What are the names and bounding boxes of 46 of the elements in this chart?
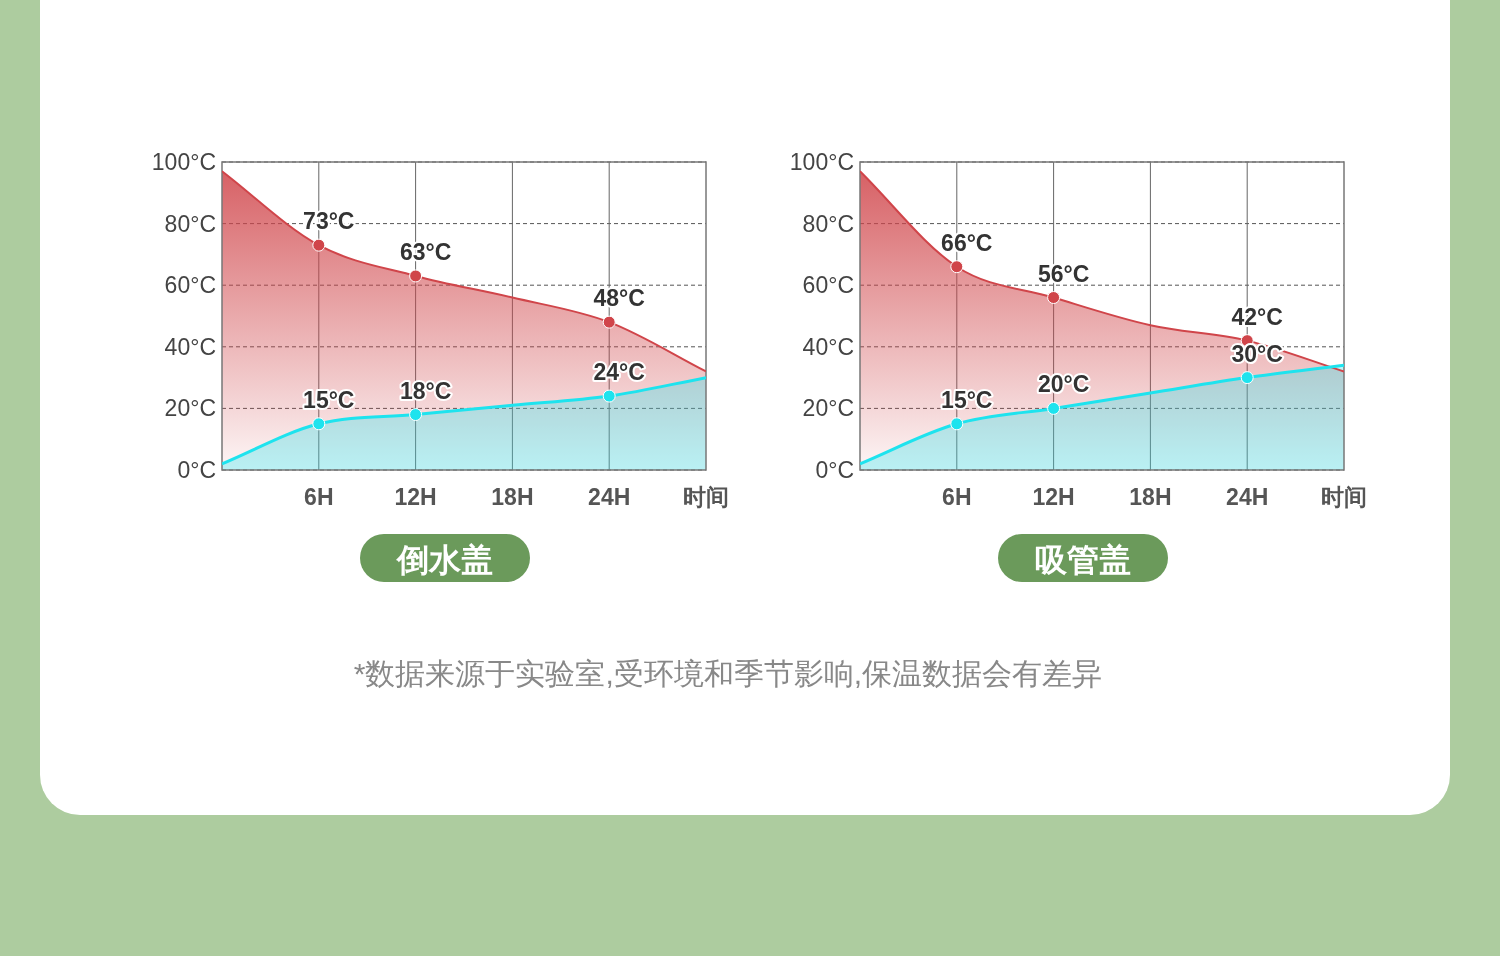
point (1047, 401, 1061, 415)
x-tick-label: 12H (1032, 484, 1075, 510)
data-label: 42°C (1231, 303, 1283, 330)
y-tick-label: 20°C (164, 395, 216, 422)
point (312, 238, 326, 252)
y-tick-label: 60°C (802, 272, 854, 299)
point (602, 315, 616, 329)
data-label: 24°C (593, 359, 645, 386)
x-axis-title: 时间 (1321, 484, 1367, 510)
x-tick-label: 24H (1226, 484, 1269, 510)
data-label: 15°C (303, 386, 355, 413)
y-tick-label: 80°C (164, 210, 216, 237)
y-tick-label: 40°C (802, 333, 854, 360)
data-label: 30°C (1231, 340, 1283, 367)
x-tick-label: 12H (394, 484, 437, 510)
x-tick-label: 6H (304, 484, 334, 510)
data-label: 20°C (1037, 371, 1090, 398)
x-tick-label: 6H (942, 484, 972, 510)
data-label: 15°C (941, 386, 993, 413)
text: 倒水盖 (396, 542, 493, 578)
y-tick-label: 0°C (177, 457, 216, 483)
point (950, 260, 964, 274)
point (409, 269, 423, 283)
data-label: 73°C (303, 208, 355, 235)
x-tick-label: 18H (1129, 484, 1172, 510)
point (1047, 291, 1061, 305)
text: *数据来源于实验室,受环境和季节影响,保温数据会有差异 (353, 657, 1103, 690)
point (409, 408, 423, 422)
x-tick-label: 24H (588, 484, 631, 510)
x-axis-title: 时间 (683, 484, 729, 510)
text: 吸管盖 (1035, 542, 1131, 578)
y-tick-label: 100°C (151, 149, 216, 175)
y-tick-label: 60°C (164, 272, 216, 299)
y-tick-label: 40°C (164, 333, 216, 360)
y-tick-label: 100°C (789, 149, 854, 175)
y-tick-label: 20°C (802, 395, 854, 422)
y-tick-label: 0°C (815, 457, 854, 483)
y-tick-label: 80°C (802, 210, 854, 237)
point (312, 417, 326, 431)
point (1240, 371, 1254, 385)
data-label: 66°C (941, 229, 993, 256)
data-label: 18°C (399, 377, 452, 404)
data-label: 48°C (593, 285, 645, 312)
x-tick-label: 18H (491, 484, 534, 510)
point (602, 389, 616, 403)
point (950, 417, 964, 431)
